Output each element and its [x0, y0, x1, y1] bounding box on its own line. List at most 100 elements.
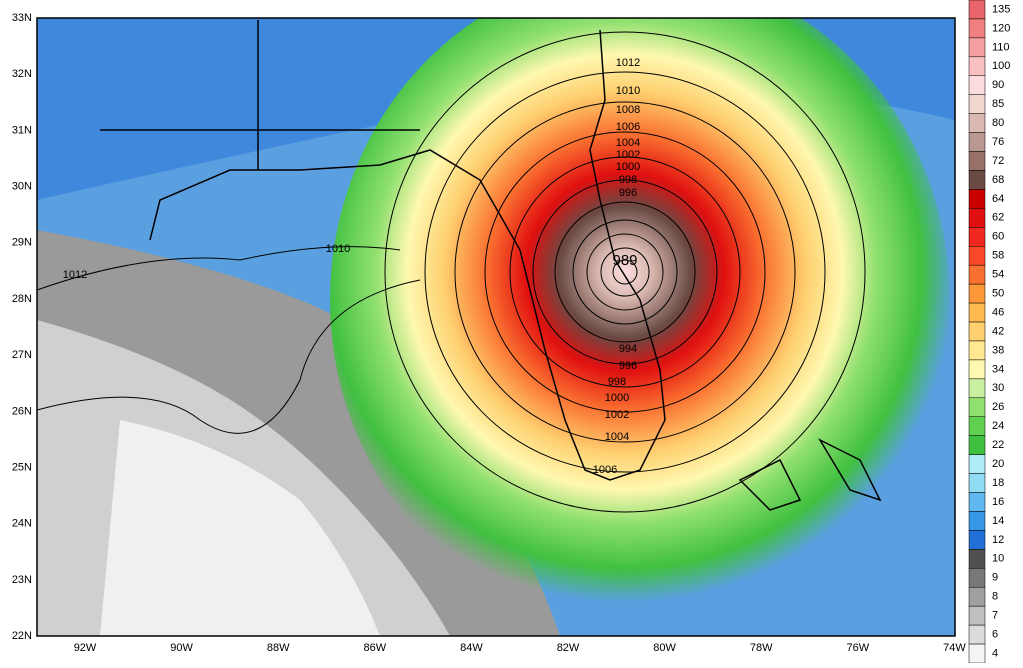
colorbar-swatch	[968, 340, 986, 361]
colorbar-swatch	[968, 378, 986, 399]
colorbar-label: 22	[992, 439, 1004, 451]
colorbar-swatch	[968, 568, 986, 588]
lat-label: 25N	[12, 462, 32, 474]
colorbar-label: 85	[992, 98, 1004, 110]
lon-label: 82W	[557, 642, 580, 654]
colorbar-label: 54	[992, 269, 1004, 281]
colorbar-label: 72	[992, 155, 1004, 167]
colorbar-swatch	[968, 397, 986, 417]
lat-label: 23N	[12, 574, 32, 586]
colorbar-label: 62	[992, 212, 1004, 224]
lat-label: 33N	[12, 12, 32, 24]
colorbar-label: 20	[992, 458, 1004, 470]
colorbar-label: 26	[992, 401, 1004, 413]
isobar-label: 996	[619, 187, 637, 199]
isobar-label: 1002	[616, 149, 640, 161]
colorbar-swatch	[968, 359, 986, 380]
isobar-label: 1012	[616, 57, 640, 69]
lon-label: 80W	[653, 642, 676, 654]
colorbar-label: 135	[992, 3, 1010, 15]
colorbar-swatch	[968, 113, 986, 133]
isobar-label: 989	[612, 252, 637, 269]
colorbar-label: 58	[992, 250, 1004, 262]
colorbar-swatch	[968, 94, 986, 114]
colorbar-swatch	[968, 473, 986, 493]
colorbar-label: 38	[992, 344, 1004, 356]
colorbar-swatch	[968, 208, 986, 228]
colorbar-label: 80	[992, 117, 1004, 129]
lat-label: 29N	[12, 237, 32, 249]
colorbar-swatch	[968, 56, 986, 77]
colorbar-label: 60	[992, 231, 1004, 243]
colorbar-swatch	[968, 75, 986, 95]
colorbar-label: 34	[992, 363, 1004, 375]
colorbar-label: 90	[992, 79, 1004, 91]
colorbar-swatch	[968, 151, 986, 171]
colorbar-swatch	[968, 435, 986, 455]
lat-label: 22N	[12, 630, 32, 642]
lon-label: 78W	[750, 642, 773, 654]
colorbar-label: 120	[992, 22, 1010, 34]
isobar-label: 994	[619, 343, 637, 355]
colorbar-swatch	[968, 454, 986, 474]
lat-label: 32N	[12, 68, 32, 80]
colorbar-label: 24	[992, 420, 1004, 432]
colorbar-swatch	[968, 170, 986, 190]
isobar-label: 1004	[605, 431, 629, 443]
lon-label: 86W	[363, 642, 386, 654]
colorbar-label: 9	[992, 572, 998, 584]
colorbar-label: 6	[992, 628, 998, 640]
colorbar-label: 10	[992, 553, 1004, 565]
isobar-label: 1008	[616, 104, 640, 116]
colorbar-label: 42	[992, 325, 1004, 337]
colorbar-swatch	[968, 605, 986, 626]
lat-label: 26N	[12, 405, 32, 417]
colorbar-label: 68	[992, 174, 1004, 186]
colorbar-label: 18	[992, 477, 1004, 489]
colorbar-swatch	[968, 530, 986, 550]
lon-label: 76W	[846, 642, 869, 654]
colorbar-label: 16	[992, 496, 1004, 508]
lon-label: 88W	[267, 642, 290, 654]
colorbar-swatch	[968, 283, 986, 304]
colorbar-label: 7	[992, 610, 998, 622]
colorbar-label: 100	[992, 60, 1010, 72]
colorbar-swatch	[968, 643, 986, 664]
lat-label: 27N	[12, 349, 32, 361]
colorbar-swatch	[968, 549, 986, 569]
colorbar-swatch	[968, 416, 986, 436]
colorbar-swatch	[968, 227, 986, 247]
isobar-label: 998	[619, 174, 637, 186]
colorbar-swatch	[968, 132, 986, 152]
isobar-label: 998	[608, 376, 626, 388]
lat-label: 24N	[12, 518, 32, 530]
colorbar-swatch	[968, 37, 986, 58]
isobar-label: 1000	[616, 161, 640, 173]
lat-label: 28N	[12, 293, 32, 305]
lon-label: 90W	[170, 642, 193, 654]
isobar-label: 1006	[593, 464, 617, 476]
isobar-label: 1000	[605, 392, 629, 404]
isobar-label: 1002	[605, 409, 629, 421]
isobar-label: 1010	[616, 85, 640, 97]
colorbar-swatch	[968, 0, 986, 20]
colorbar-label: 46	[992, 306, 1004, 318]
lon-label: 84W	[460, 642, 483, 654]
colorbar-swatch	[968, 246, 986, 266]
map-area	[37, 18, 955, 636]
colorbar-label: 64	[992, 193, 1004, 205]
isobar-label: 996	[619, 360, 637, 372]
colorbar-label: 4	[992, 647, 998, 659]
colorbar-swatch	[968, 492, 986, 512]
colorbar-swatch	[968, 264, 986, 285]
lat-label: 30N	[12, 181, 32, 193]
lon-label: 92W	[74, 642, 97, 654]
colorbar-swatch	[968, 18, 986, 39]
colorbar-label: 30	[992, 382, 1004, 394]
colorbar-swatch	[968, 189, 986, 209]
lon-label: 74W	[943, 642, 966, 654]
isobar-label: 1006	[616, 121, 640, 133]
isobar-label: 1012	[63, 269, 87, 281]
colorbar-label: 76	[992, 136, 1004, 148]
